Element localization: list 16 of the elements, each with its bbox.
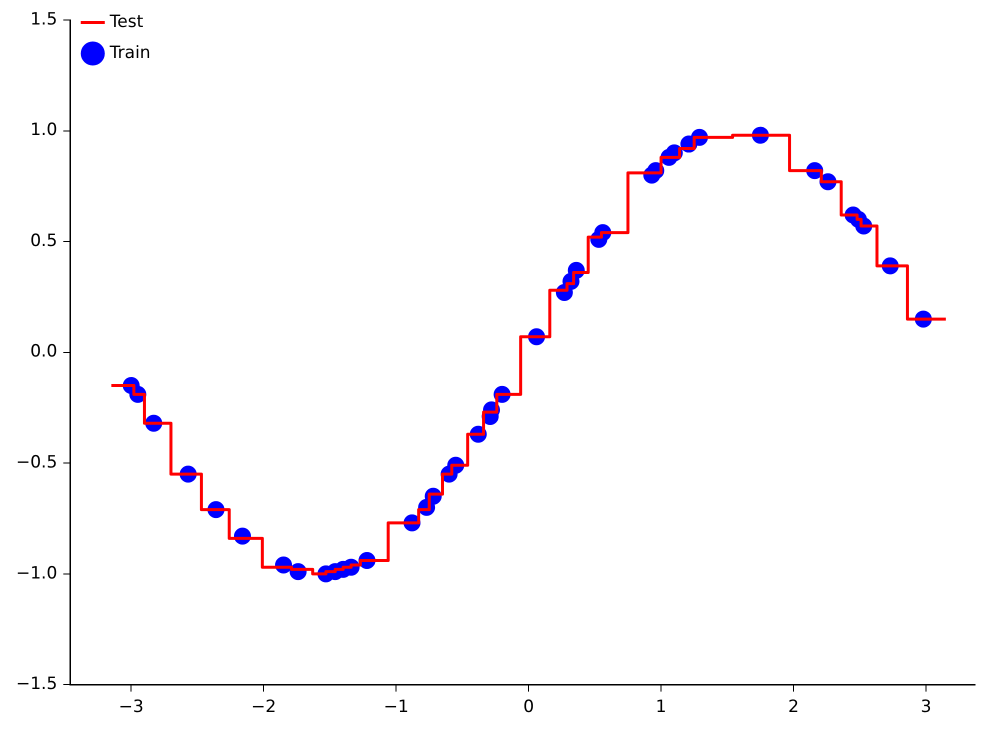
y-tick-label: −1.5	[16, 674, 58, 694]
y-tick-label: −0.5	[16, 452, 58, 472]
y-tick-label: −1.0	[16, 563, 58, 584]
legend-label: Train	[108, 42, 151, 63]
legend-label: Test	[108, 12, 144, 32]
x-tick-label: −1	[384, 697, 409, 718]
y-tick-label: 0.0	[30, 342, 58, 362]
y-tick-label: 1.5	[30, 9, 58, 30]
x-tick-label: −2	[251, 697, 276, 718]
x-tick-label: 0	[523, 697, 534, 718]
x-tick-label: −3	[118, 697, 144, 718]
x-tick-label: 2	[788, 697, 799, 718]
x-tick-label: 1	[656, 697, 666, 718]
x-tick-label: 3	[920, 697, 932, 718]
y-tick-label: 0.5	[30, 230, 58, 251]
y-tick-label: 1.0	[30, 120, 58, 140]
